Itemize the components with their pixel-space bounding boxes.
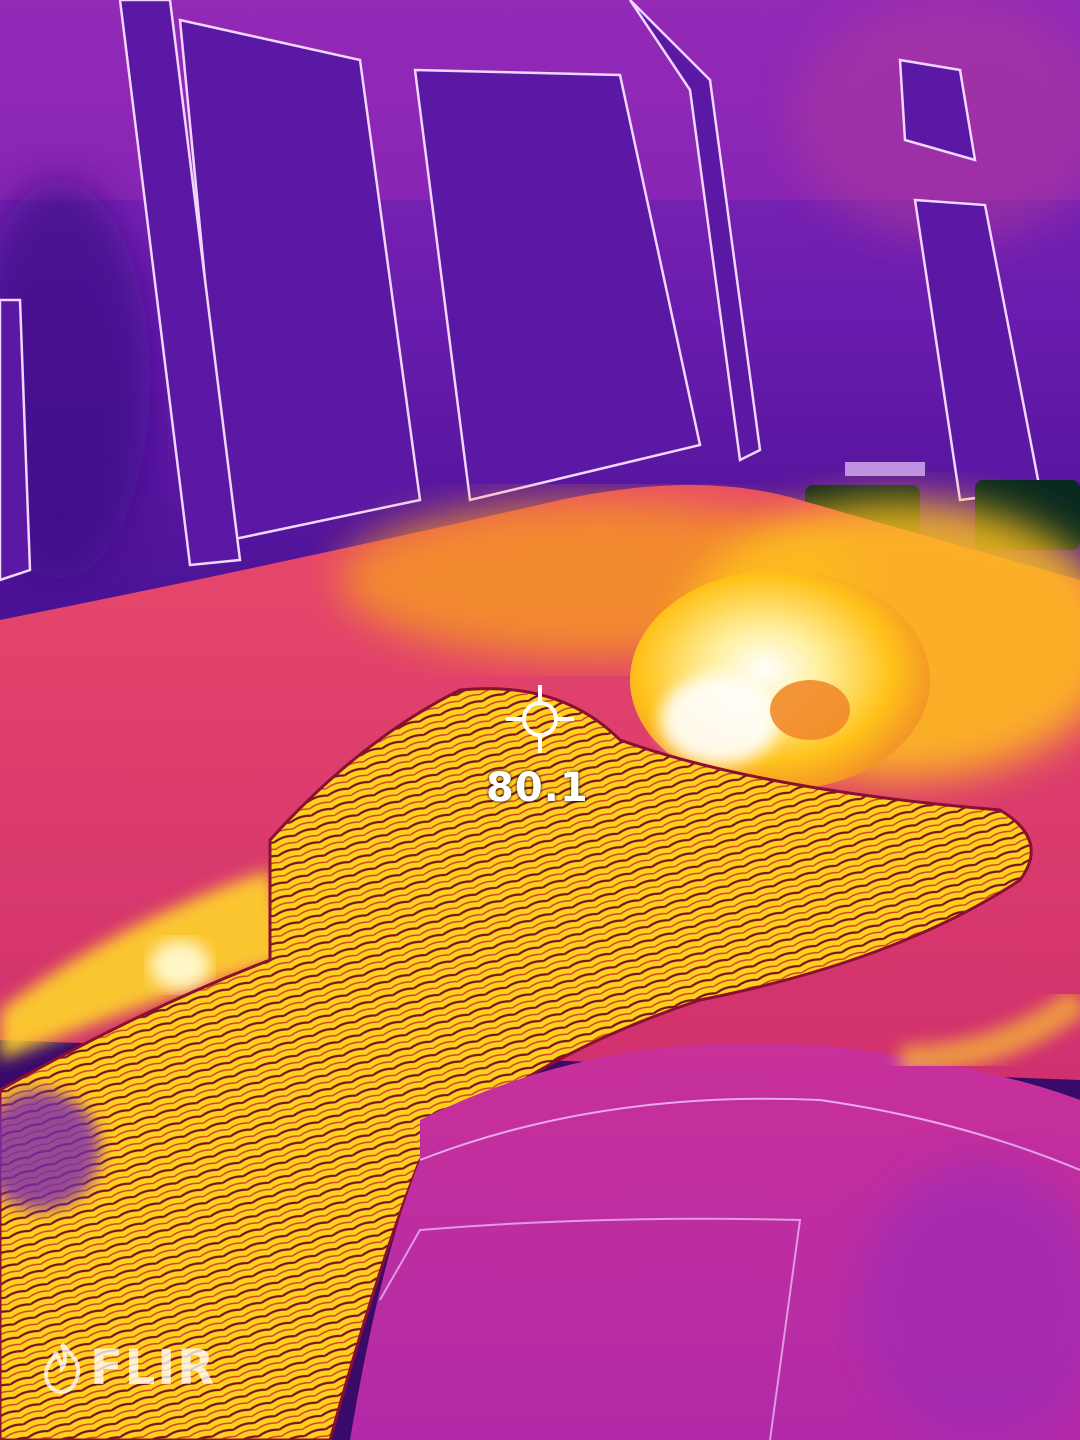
spot-temperature-value: 80.1 [486,765,589,811]
flir-brand-text: FLIR [90,1340,217,1396]
spot-meter-icon [506,685,574,753]
flir-flame-icon [43,1342,81,1394]
flir-logo: FLIR [40,1340,216,1396]
spot-temperature-unit: ° [566,770,571,781]
